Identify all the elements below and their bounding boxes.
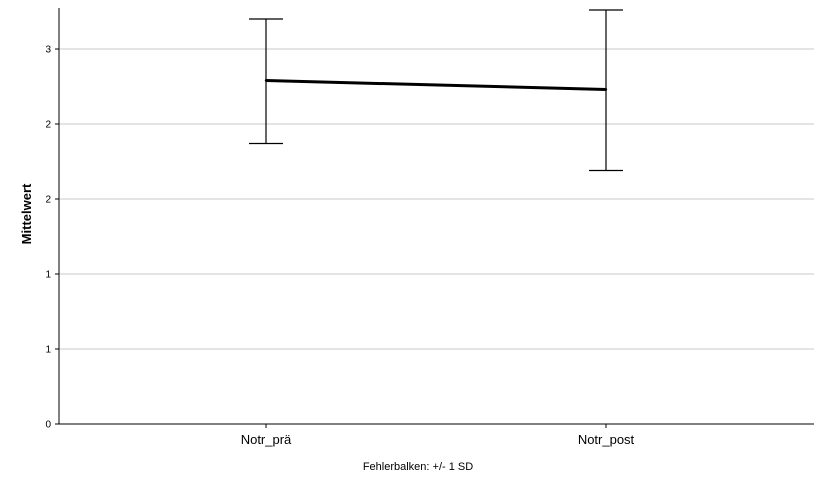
y-tick-label: 2 [45, 195, 51, 206]
y-tick-label: 0 [45, 420, 51, 431]
x-tick-labels: Notr_prä Notr_post [241, 424, 635, 447]
x-tick-label: Notr_post [578, 432, 635, 447]
y-tick-label: 3 [45, 45, 51, 56]
axes [58, 8, 814, 425]
y-axis-label: Mittelwert [19, 183, 34, 244]
y-tick-label: 1 [45, 345, 51, 356]
error-bar-footnote: Fehlerbalken: +/- 1 SD [363, 461, 473, 473]
error-bars [249, 9, 623, 172]
y-tick-labels: 0 1 1 2 2 3 [45, 45, 59, 431]
series [265, 79, 607, 91]
y-tick-label: 2 [45, 120, 51, 131]
y-tick-label: 1 [45, 270, 51, 281]
series-line [265, 79, 607, 91]
x-tick-label: Notr_prä [241, 432, 292, 447]
grid-lines [59, 48, 814, 350]
